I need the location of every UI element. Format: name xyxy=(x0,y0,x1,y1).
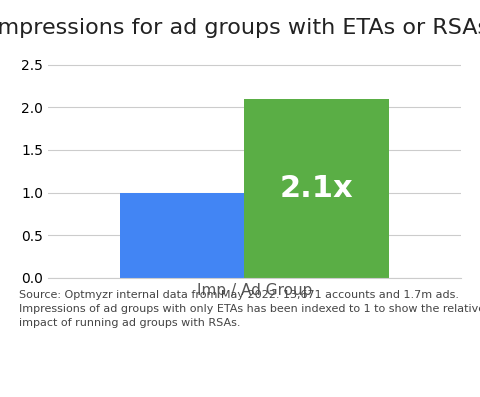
Bar xyxy=(244,99,388,278)
Text: Source: Optmyzr internal data from May 2022. 13,671 accounts and 1.7m ads.
Impre: Source: Optmyzr internal data from May 2… xyxy=(19,290,480,328)
Text: Impressions for ad groups with ETAs or RSAs: Impressions for ad groups with ETAs or R… xyxy=(0,18,480,38)
Text: 2.1x: 2.1x xyxy=(279,174,353,203)
Bar xyxy=(120,193,264,278)
